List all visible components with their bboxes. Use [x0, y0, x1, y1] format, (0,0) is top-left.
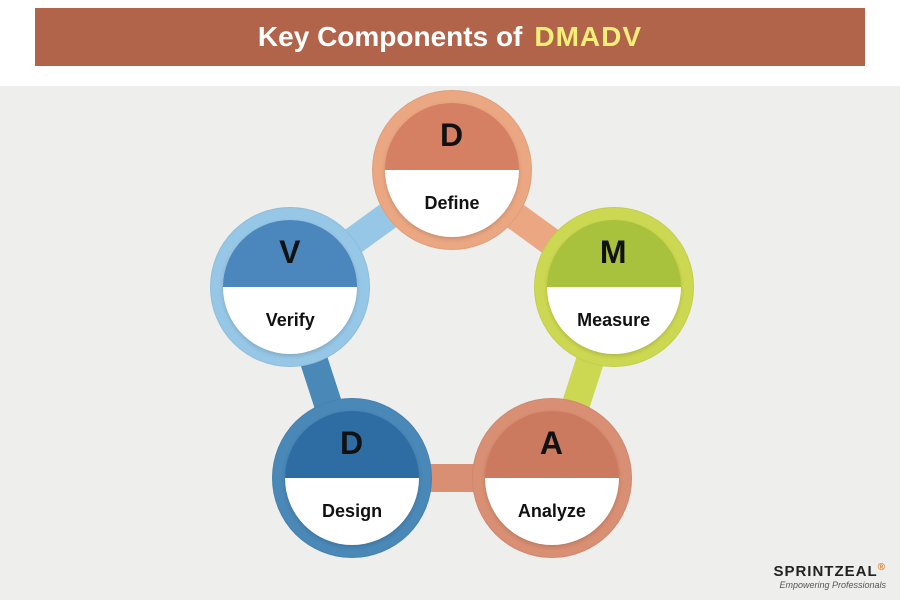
page-root: Key Components of DMADV DDefineMMeasureA…	[0, 0, 900, 600]
node-define: DDefine	[385, 103, 519, 237]
node-analyze: AAnalyze	[485, 411, 619, 545]
brand-text: SPRINTZEAL	[773, 563, 877, 580]
node-measure: MMeasure	[547, 220, 681, 354]
brand-accent: ®	[878, 562, 886, 573]
dmadv-ring: DDefineMMeasure AAnalyze DDesign VVerify	[0, 0, 900, 600]
brand-tagline: Empowering Professionals	[773, 580, 886, 590]
node-verify: VVerify	[223, 220, 357, 354]
brand-mark: SPRINTZEAL® Empowering Professionals	[773, 562, 886, 590]
node-design: DDesign	[285, 411, 419, 545]
brand-name: SPRINTZEAL®	[773, 562, 886, 580]
